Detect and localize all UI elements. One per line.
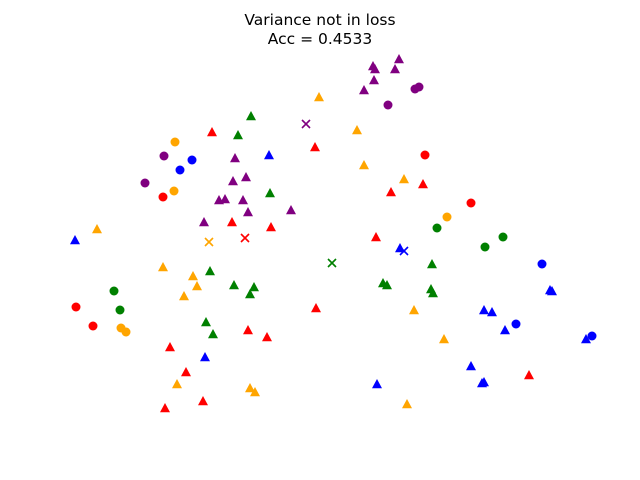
point-green-circle-0 (115, 305, 125, 315)
point-orange-circle-3 (170, 137, 180, 147)
point-blue-triangle-4 (200, 352, 210, 362)
point-purple-circle-2 (383, 100, 393, 110)
point-orange-triangle-8 (92, 224, 102, 234)
point-orange-triangle-1 (245, 383, 255, 393)
point-purple-triangle-14 (394, 54, 404, 64)
point-green-triangle-5 (205, 266, 215, 276)
point-orange-triangle-6 (188, 271, 198, 281)
point-red-triangle-0 (160, 403, 170, 413)
point-red-circle-4 (466, 198, 476, 208)
point-blue-triangle-11 (70, 235, 80, 245)
point-orange-triangle-9 (439, 334, 449, 344)
point-green-triangle-12 (233, 130, 243, 140)
point-orange-triangle-4 (179, 291, 189, 301)
point-blue-triangle-5 (500, 325, 510, 335)
point-red-triangle-14 (524, 370, 534, 380)
point-orange-triangle-2 (250, 387, 260, 397)
point-red-triangle-3 (165, 342, 175, 352)
point-blue-circle-0 (511, 319, 521, 329)
point-orange-triangle-5 (192, 281, 202, 291)
point-purple-triangle-5 (286, 205, 296, 215)
point-green-triangle-4 (249, 282, 259, 292)
point-green-triangle-2 (229, 280, 239, 290)
point-green-triangle-7 (382, 280, 392, 290)
point-blue-triangle-6 (479, 305, 489, 315)
point-blue-triangle-10 (547, 286, 557, 296)
point-purple-triangle-0 (199, 217, 209, 227)
point-purple-circle-4 (414, 82, 424, 92)
point-red-triangle-11 (371, 232, 381, 242)
point-purple-triangle-3 (238, 195, 248, 205)
point-purple-triangle-7 (241, 172, 251, 182)
point-blue-triangle-0 (372, 379, 382, 389)
point-purple-circle-1 (159, 151, 169, 161)
point-orange-circle-2 (169, 186, 179, 196)
point-orange-circle-4 (442, 212, 452, 222)
point-green-circle-3 (480, 242, 490, 252)
point-blue-x-0 (399, 246, 409, 256)
point-blue-triangle-13 (264, 150, 274, 160)
point-purple-x-0 (301, 119, 311, 129)
point-red-x-0 (240, 233, 250, 243)
point-orange-triangle-12 (352, 125, 362, 135)
chart-subtitle: Acc = 0.4533 (267, 30, 373, 48)
point-purple-triangle-9 (359, 85, 369, 95)
point-red-triangle-8 (266, 222, 276, 232)
point-purple-circle-0 (140, 178, 150, 188)
point-purple-triangle-4 (243, 207, 253, 217)
point-red-triangle-12 (386, 187, 396, 197)
point-green-circle-1 (109, 286, 119, 296)
chart-title: Variance not in loss (244, 11, 396, 29)
point-blue-circle-4 (187, 155, 197, 165)
point-green-x-0 (327, 258, 337, 268)
point-orange-triangle-3 (402, 399, 412, 409)
point-red-triangle-6 (311, 303, 321, 313)
point-red-triangle-4 (243, 325, 253, 335)
point-green-triangle-3 (245, 289, 255, 299)
point-blue-circle-2 (537, 259, 547, 269)
point-purple-triangle-10 (369, 75, 379, 85)
point-red-triangle-2 (181, 367, 191, 377)
point-orange-triangle-14 (314, 92, 324, 102)
point-green-triangle-9 (428, 288, 438, 298)
point-blue-circle-3 (175, 165, 185, 175)
point-green-circle-2 (432, 223, 442, 233)
point-green-triangle-1 (201, 317, 211, 327)
point-red-triangle-1 (198, 396, 208, 406)
point-orange-x-0 (204, 237, 214, 247)
point-blue-triangle-7 (487, 307, 497, 317)
point-purple-triangle-8 (230, 153, 240, 163)
point-red-triangle-9 (207, 127, 217, 137)
point-green-triangle-11 (265, 188, 275, 198)
point-green-triangle-0 (208, 329, 218, 339)
point-red-circle-2 (158, 192, 168, 202)
point-orange-triangle-10 (409, 305, 419, 315)
point-blue-triangle-3 (466, 361, 476, 371)
point-blue-circle-1 (587, 331, 597, 341)
point-orange-triangle-0 (172, 379, 182, 389)
point-green-triangle-10 (427, 259, 437, 269)
point-purple-triangle-2 (220, 194, 230, 204)
point-purple-triangle-12 (368, 61, 378, 71)
point-red-triangle-13 (418, 179, 428, 189)
point-red-circle-3 (420, 150, 430, 160)
point-red-triangle-10 (310, 142, 320, 152)
point-purple-triangle-13 (390, 64, 400, 74)
point-blue-triangle-8 (581, 334, 591, 344)
point-orange-triangle-11 (359, 160, 369, 170)
point-orange-triangle-13 (399, 174, 409, 184)
point-red-circle-1 (88, 321, 98, 331)
point-orange-circle-1 (121, 327, 131, 337)
point-red-circle-0 (71, 302, 81, 312)
point-green-circle-4 (498, 232, 508, 242)
point-green-triangle-13 (246, 111, 256, 121)
point-orange-triangle-7 (158, 262, 168, 272)
point-purple-triangle-6 (228, 176, 238, 186)
point-blue-triangle-2 (479, 377, 489, 387)
point-red-triangle-7 (227, 217, 237, 227)
point-red-triangle-5 (262, 332, 272, 342)
